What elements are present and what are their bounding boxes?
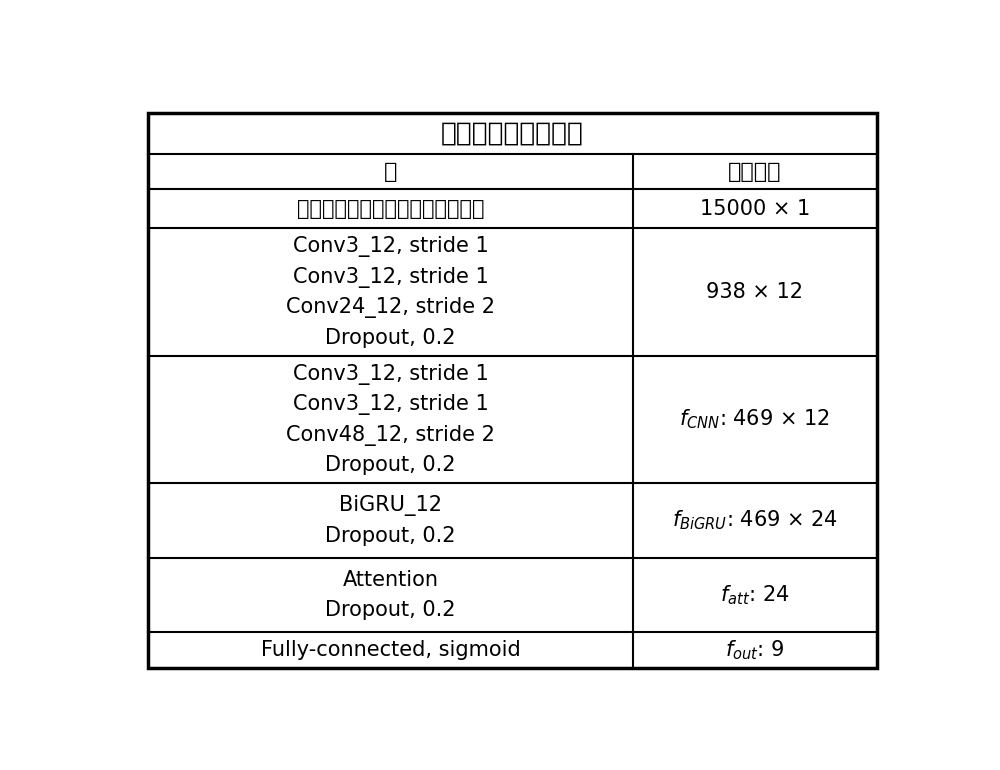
Text: $f_{CNN}$: 469 × 12: $f_{CNN}$: 469 × 12 (679, 408, 830, 431)
Text: $f_{att}$: 24: $f_{att}$: 24 (720, 583, 789, 607)
Text: $f_{out}$: 9: $f_{out}$: 9 (725, 638, 784, 661)
Text: 输出尺寸: 输出尺寸 (728, 162, 781, 182)
Text: Conv3_12, stride 1
Conv3_12, stride 1
Conv24_12, stride 2
Dropout, 0.2: Conv3_12, stride 1 Conv3_12, stride 1 Co… (286, 236, 495, 348)
Text: 分支网络的参数配置: 分支网络的参数配置 (441, 121, 584, 146)
Text: 15000 × 1: 15000 × 1 (700, 199, 810, 219)
Text: $f_{BiGRU}$: 469 × 24: $f_{BiGRU}$: 469 × 24 (672, 509, 838, 532)
Text: Conv3_12, stride 1
Conv3_12, stride 1
Conv48_12, stride 2
Dropout, 0.2: Conv3_12, stride 1 Conv3_12, stride 1 Co… (286, 363, 495, 475)
Text: Fully-connected, sigmoid: Fully-connected, sigmoid (261, 640, 520, 660)
Text: Attention
Dropout, 0.2: Attention Dropout, 0.2 (325, 570, 456, 620)
Text: BiGRU_12
Dropout, 0.2: BiGRU_12 Dropout, 0.2 (325, 495, 456, 546)
Text: 输入层（预处理后的单导联信号）: 输入层（预处理后的单导联信号） (297, 199, 484, 219)
Text: 层: 层 (384, 162, 397, 182)
Text: 938 × 12: 938 × 12 (706, 282, 803, 302)
